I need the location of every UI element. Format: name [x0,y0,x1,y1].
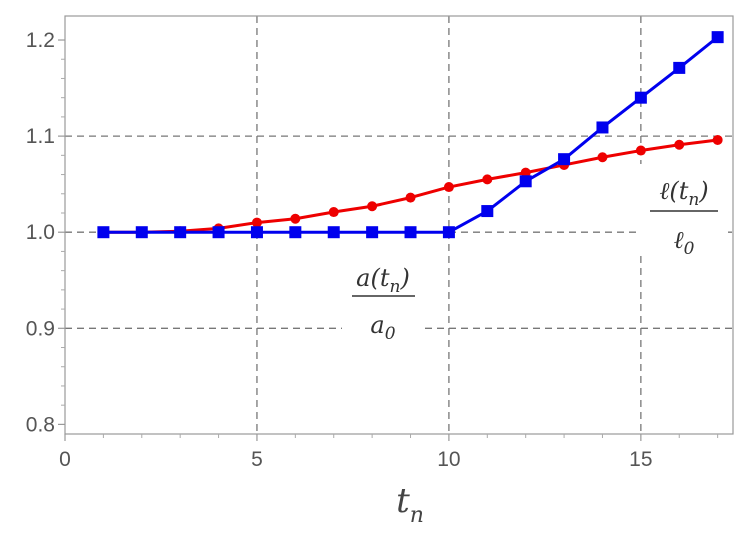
data-point [328,207,339,218]
data-point [442,226,455,239]
y-axis-ticks: 0.8 0.9 1.0 1.1 1.2 [26,29,65,436]
data-point [481,205,494,218]
annotation-l-ratio: ℓ(tn) ℓ0 [640,164,728,259]
data-point [597,152,608,163]
annotation-a-ratio: a(tn) a0 [342,252,424,344]
data-point [443,182,454,193]
annotation-a-numerator: a(tn) [356,264,410,297]
x-tick-label: 5 [251,448,263,471]
plot-frame [64,15,734,435]
x-axis-ticks: 0 5 10 15 [59,434,719,471]
y-tick-label: 1.1 [26,125,55,148]
data-point [290,213,301,224]
data-point [674,139,685,150]
data-point [404,226,417,239]
y-tick-label: 0.8 [26,413,55,436]
data-point [250,226,263,239]
data-point [634,91,647,104]
annotation-l-numerator: ℓ(tn) [659,177,708,210]
data-point [405,192,416,203]
x-tick-label: 0 [59,448,71,471]
series-layer [97,31,724,239]
data-point [174,226,187,239]
x-tick-label: 10 [437,448,460,471]
x-axis-title: tn [396,481,424,528]
y-tick-label: 1.2 [26,29,55,52]
data-point [366,226,379,239]
grid-lines [65,16,733,434]
data-point [212,226,225,239]
data-point [519,175,532,188]
data-point [673,61,686,74]
series-line [103,138,718,234]
data-point [635,145,646,156]
data-point [367,201,378,212]
series-l-ratio [98,134,723,238]
y-tick-label: 1.0 [26,221,55,244]
data-point [251,217,262,228]
data-point [712,134,723,145]
series-line [103,35,719,234]
data-point [711,31,724,44]
data-point [97,226,110,239]
y-tick-label: 0.9 [26,317,55,340]
data-point [327,226,340,239]
data-point [558,153,571,166]
series-a-ratio [97,31,724,239]
data-point [135,226,148,239]
data-point [482,174,493,185]
data-point [596,121,609,134]
x-tick-label: 15 [629,448,652,471]
data-point [289,226,302,239]
data-point [520,167,531,178]
